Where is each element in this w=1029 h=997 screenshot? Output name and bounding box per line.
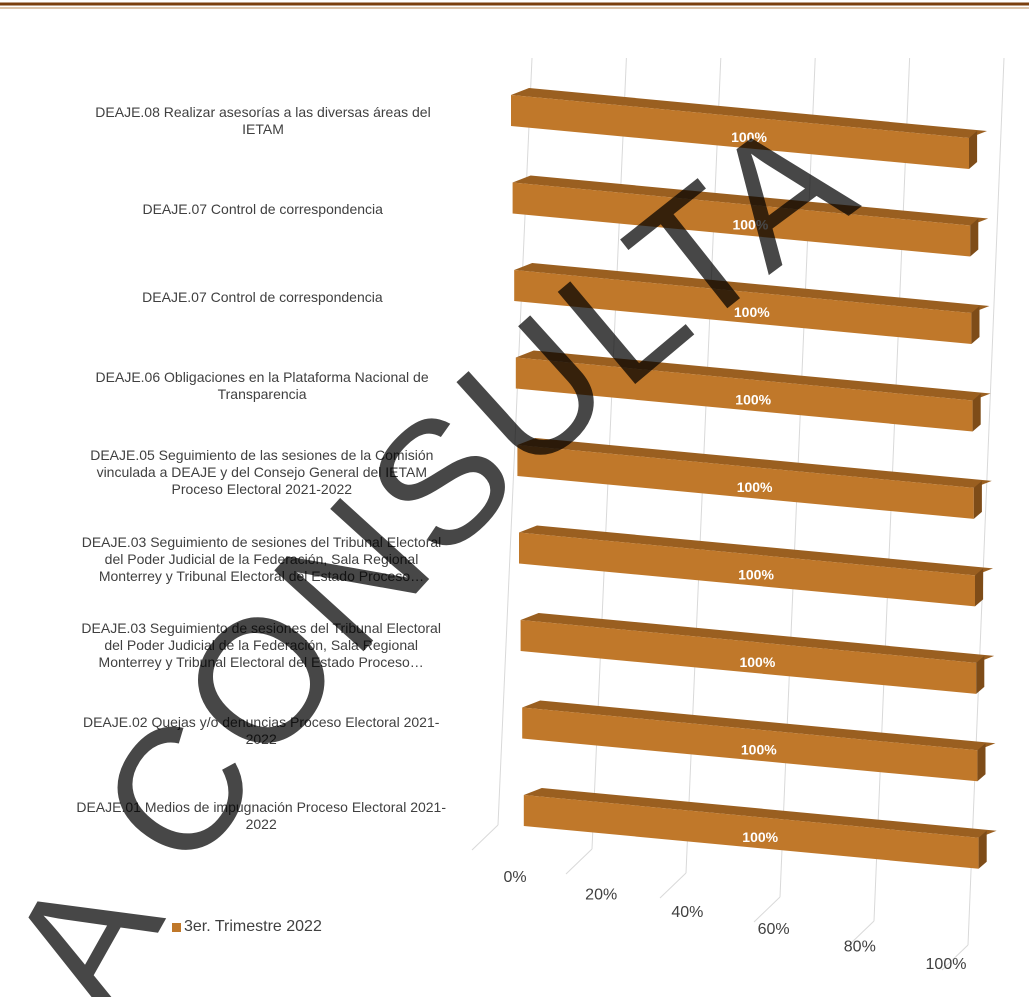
bar	[512, 182, 971, 257]
gridline-floor	[659, 872, 687, 899]
data-label: 100%	[735, 391, 771, 407]
bar	[520, 620, 977, 694]
bar-top-face	[522, 700, 996, 751]
category-label-line: vinculada a DEAJE y del Consejo General …	[96, 463, 428, 480]
legend-swatch	[172, 922, 181, 932]
bar	[517, 445, 974, 519]
category-label: DEAJE.07 Control de correspondencia	[32, 289, 492, 306]
category-label-line: DEAJE.01 Medios de impugnación Proceso E…	[76, 799, 447, 815]
data-label: 100%	[742, 829, 778, 845]
data-label: 100%	[732, 217, 768, 233]
bar-top-face	[515, 350, 991, 401]
category-label-line: Transparencia	[217, 386, 307, 402]
data-label: 100%	[731, 129, 767, 145]
bar	[522, 707, 978, 782]
x-tick-label: 80%	[844, 939, 876, 956]
bar-side-face	[978, 830, 987, 869]
category-label: DEAJE.05 Seguimiento de las sesiones de …	[32, 447, 492, 498]
x-tick-label: 20%	[585, 886, 617, 903]
category-label-line: Monterrey y Tribunal Electoral del Estad…	[98, 653, 424, 670]
legend-label: 3er. Trimestre 2022	[184, 918, 322, 935]
data-label: 100%	[739, 654, 775, 670]
bar-side-face	[975, 568, 984, 607]
category-label-line: DEAJE.08 Realizar asesorías a las divers…	[95, 104, 431, 120]
gridline-floor	[471, 824, 499, 851]
category-label-line: DEAJE.05 Seguimiento de las sesiones de …	[90, 446, 434, 463]
bar	[519, 532, 975, 607]
bar	[523, 795, 979, 869]
header-rule	[0, 2, 1029, 9]
category-label-line: Monterrey y Tribunal Electoral del Estad…	[98, 567, 425, 584]
x-tick-label: 40%	[671, 904, 703, 921]
category-label-line: 2022	[245, 816, 277, 832]
data-label: 100%	[737, 479, 773, 495]
category-label: DEAJE.07 Control de correspondencia	[33, 201, 493, 218]
category-label: DEAJE.03 Seguimiento de sesiones del Tri…	[31, 620, 491, 671]
category-label: DEAJE.06 Obligaciones en la Plataforma N…	[32, 369, 492, 403]
bar	[514, 270, 972, 344]
category-label-line: DEAJE.06 Obligaciones en la Plataforma N…	[95, 369, 429, 385]
data-label: 100%	[741, 741, 777, 757]
bar-top-face	[519, 525, 993, 576]
category-label-line: DEAJE.03 Seguimiento de sesiones del Tri…	[81, 533, 442, 550]
gridline-floor	[847, 920, 875, 947]
bar-side-face	[977, 743, 986, 782]
data-label: 100%	[734, 304, 770, 320]
x-tick-label: 60%	[758, 921, 790, 938]
bar-top-face	[517, 438, 992, 488]
bar-side-face	[973, 480, 982, 519]
category-label: DEAJE.08 Realizar asesorías a las divers…	[33, 104, 493, 138]
legend: 3er. Trimestre 2022	[172, 918, 322, 936]
category-label-line: del Poder Judicial de la Federación, Sal…	[104, 636, 418, 653]
bar-side-face	[976, 655, 985, 694]
bar-top-face	[520, 613, 995, 663]
bar-top-face	[512, 175, 989, 226]
x-tick-label: 0%	[503, 869, 526, 886]
category-label: DEAJE.03 Seguimiento de sesiones del Tri…	[32, 534, 492, 585]
category-label: DEAJE.01 Medios de impugnación Proceso E…	[31, 799, 491, 833]
gridline-floor	[565, 848, 593, 875]
x-tick-label: 100%	[926, 956, 967, 973]
bar-top-face	[514, 263, 990, 313]
bar	[511, 95, 969, 170]
bar-top-face	[511, 88, 987, 139]
category-label-line: DEAJE.03 Seguimiento de sesiones del Tri…	[81, 619, 441, 636]
data-label: 100%	[738, 566, 774, 582]
bar	[515, 357, 973, 432]
category-label: DEAJE.02 Quejas y/o denuncias Proceso El…	[31, 714, 491, 748]
category-label-line: DEAJE.07 Control de correspondencia	[142, 288, 383, 305]
watermark-text: A CONSULTA	[0, 77, 884, 997]
category-label-line: IETAM	[242, 121, 284, 137]
bar-side-face	[969, 131, 978, 170]
category-label-line: 2022	[245, 731, 277, 747]
gridline-floor	[941, 944, 969, 971]
category-label-line: del Poder Judicial de la Federación, Sal…	[104, 550, 419, 567]
category-label-line: DEAJE.07 Control de correspondencia	[142, 200, 383, 217]
gridline-floor	[753, 896, 781, 923]
gridline	[967, 57, 1005, 946]
bar-top-face	[523, 788, 997, 838]
bar-side-face	[970, 218, 979, 257]
bar-side-face	[972, 393, 981, 432]
watermark: A CONSULTA	[0, 77, 888, 997]
category-label-line: DEAJE.02 Quejas y/o denuncias Proceso El…	[82, 714, 440, 730]
category-label-line: Proceso Electoral 2021-2022	[171, 480, 353, 497]
bar-side-face	[971, 305, 980, 344]
